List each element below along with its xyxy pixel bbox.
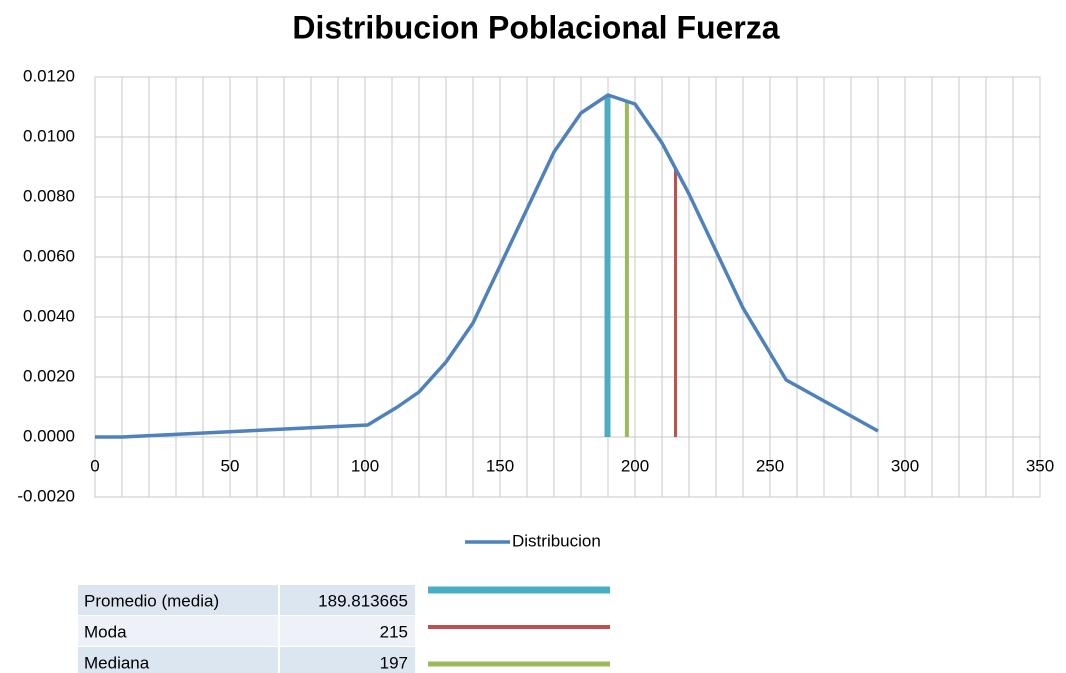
table-label: Promedio (media) bbox=[84, 591, 219, 610]
chart-title: Distribucion Poblacional Fuerza bbox=[292, 9, 779, 45]
table-value: 197 bbox=[380, 653, 408, 672]
x-tick-label: 350 bbox=[1026, 456, 1054, 475]
table-cell bbox=[78, 616, 278, 646]
y-tick-label: -0.0020 bbox=[17, 486, 75, 505]
table-cell bbox=[280, 616, 415, 646]
x-tick-label: 300 bbox=[891, 456, 919, 475]
x-tick-label: 50 bbox=[221, 456, 240, 475]
y-tick-label: 0.0000 bbox=[23, 426, 75, 445]
x-tick-label: 150 bbox=[486, 456, 514, 475]
y-tick-label: 0.0040 bbox=[23, 306, 75, 325]
y-tick-label: 0.0080 bbox=[23, 186, 75, 205]
table-cell bbox=[280, 585, 415, 615]
plot-area bbox=[94, 76, 1041, 498]
table-label: Mediana bbox=[84, 653, 150, 672]
legend-label: Distribucion bbox=[512, 531, 601, 550]
x-tick-label: 100 bbox=[351, 456, 379, 475]
table-value: 189.813665 bbox=[318, 591, 408, 610]
table-value: 215 bbox=[380, 622, 408, 641]
x-tick-label: 200 bbox=[621, 456, 649, 475]
x-tick-label: 250 bbox=[756, 456, 784, 475]
table-cell bbox=[280, 647, 415, 673]
table-cell bbox=[78, 585, 278, 615]
y-tick-label: 0.0100 bbox=[23, 126, 75, 145]
x-tick-label: 0 bbox=[90, 456, 99, 475]
data-line bbox=[95, 93, 879, 439]
y-tick-label: 0.0020 bbox=[23, 366, 75, 385]
y-tick-label: 0.0120 bbox=[23, 66, 75, 85]
y-tick-label: 0.0060 bbox=[23, 246, 75, 265]
table-cell bbox=[78, 647, 278, 673]
table-label: Moda bbox=[84, 622, 127, 641]
